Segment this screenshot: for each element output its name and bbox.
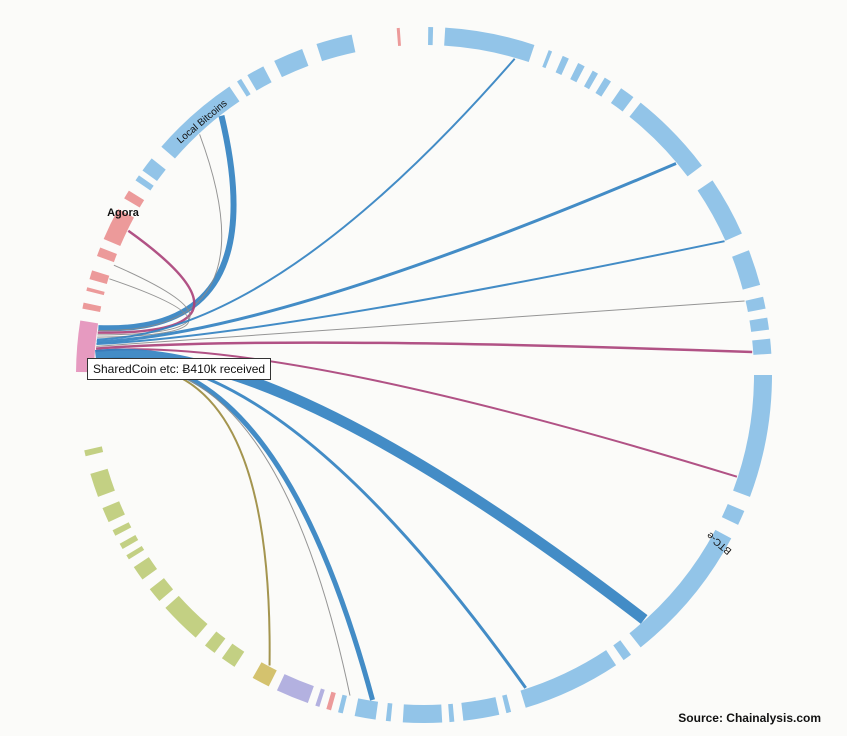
segment-exchange-tiny[interactable] (237, 78, 251, 97)
segment-small-red[interactable] (96, 247, 117, 263)
segment-purple[interactable] (276, 674, 314, 704)
segment-exchange[interactable] (354, 698, 379, 720)
segment-gambling[interactable] (133, 557, 158, 580)
flow-ribbon[interactable] (94, 348, 648, 624)
flow-ribbon[interactable] (97, 229, 196, 334)
segment-exchange-large[interactable] (697, 180, 742, 241)
flow-ribbon[interactable] (96, 58, 516, 341)
segment-exchange-tiny[interactable] (135, 175, 154, 191)
segment-gambling[interactable] (102, 501, 125, 523)
segment-exchange[interactable] (247, 66, 272, 91)
arcs-layer (76, 27, 772, 723)
flow-ribbon[interactable] (96, 240, 725, 346)
segment-exchange-tiny[interactable] (448, 703, 455, 723)
segment-exchange[interactable] (274, 49, 309, 78)
segment-gambling-large[interactable] (165, 595, 208, 638)
segment-exchange-tiny[interactable] (555, 55, 569, 75)
segment-gambling-tiny[interactable] (126, 545, 145, 560)
flow-ribbon[interactable] (95, 348, 738, 478)
segment-exchange[interactable] (142, 158, 166, 182)
segment-exchange[interactable] (610, 88, 634, 112)
flow-ribbon[interactable] (98, 134, 223, 331)
segment-exchange-tiny[interactable] (595, 77, 611, 97)
segment-exchange-large[interactable] (444, 27, 535, 63)
segment-exchange-tiny[interactable] (570, 63, 585, 83)
segment-local-bitcoins[interactable] (161, 86, 240, 159)
segment-exchange-tiny[interactable] (613, 640, 631, 661)
agora-label: Agora (107, 207, 140, 219)
segment-gambling[interactable] (204, 631, 226, 653)
flow-ribbon[interactable] (97, 264, 191, 336)
source-credit: Source: Chainalysis.com (678, 711, 821, 725)
segment-exchange[interactable] (428, 27, 434, 46)
segment-small-red[interactable] (89, 270, 110, 285)
segment-exchange-large[interactable] (520, 650, 617, 708)
segment-gambling[interactable] (90, 468, 115, 497)
segment-small-red[interactable] (86, 287, 105, 296)
segment-exchange-large[interactable] (629, 102, 702, 177)
segment-tiny-purple[interactable] (315, 688, 325, 707)
segment-small-red[interactable] (82, 302, 102, 313)
segment-gambling-tiny[interactable] (84, 446, 104, 457)
tooltip: SharedCoin etc: Ƀ410k received (87, 358, 272, 380)
segment-exchange-tiny[interactable] (338, 694, 347, 714)
segment-gambling[interactable] (221, 643, 245, 667)
ribbons-layer (94, 58, 753, 701)
segment-exchange[interactable] (316, 34, 356, 62)
segment-gold[interactable] (252, 662, 277, 687)
segment-exchange[interactable] (745, 296, 766, 313)
segment-exchange-large[interactable] (733, 375, 772, 497)
segment-exchange-tiny[interactable] (385, 703, 393, 722)
segment-small-red[interactable] (326, 691, 336, 711)
segment-exchange-tiny[interactable] (502, 694, 512, 714)
segment-exchange[interactable] (752, 338, 772, 355)
flow-ribbon[interactable] (96, 162, 677, 344)
segment-agora[interactable] (103, 208, 134, 247)
segment-gambling-tiny[interactable] (119, 534, 139, 549)
segment-exchange[interactable] (461, 697, 500, 721)
flow-ribbon[interactable] (98, 115, 237, 332)
segment-gambling[interactable] (149, 578, 174, 602)
segment-btc-e[interactable] (629, 529, 732, 648)
segment-exchange-tiny[interactable] (583, 70, 598, 90)
segment-gambling-tiny[interactable] (112, 522, 132, 536)
segment-exchange[interactable] (732, 250, 761, 290)
segment-exchange-tiny[interactable] (542, 50, 553, 69)
segment-small-red[interactable] (396, 27, 401, 47)
segment-exchange[interactable] (749, 317, 770, 332)
flow-ribbon[interactable] (95, 341, 753, 354)
segment-small-red[interactable] (124, 190, 145, 208)
segment-exchange[interactable] (402, 704, 443, 723)
segment-exchange[interactable] (721, 503, 745, 525)
